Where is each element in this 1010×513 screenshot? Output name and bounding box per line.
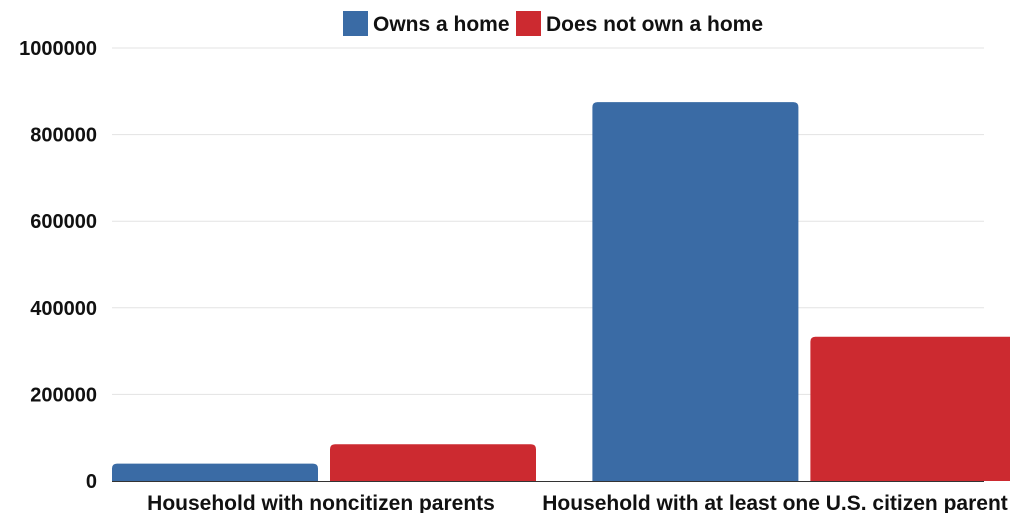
legend-swatch-1 bbox=[516, 11, 541, 36]
legend-swatch-0 bbox=[343, 11, 368, 36]
bar-does-not-own-home-0 bbox=[330, 444, 536, 481]
x-axis-ticks: Household with noncitizen parents Househo… bbox=[147, 492, 1008, 513]
y-tick-label: 400000 bbox=[30, 298, 97, 320]
legend-label-0: Owns a home bbox=[373, 13, 510, 36]
bar-does-not-own-home-1 bbox=[810, 336, 1010, 481]
bar-owns-home-1 bbox=[592, 102, 799, 481]
legend: Owns a home Does not own a home bbox=[343, 11, 763, 36]
bars bbox=[112, 102, 1010, 481]
x-tick-label: Household with at least one U.S. citizen… bbox=[542, 492, 1008, 513]
bar-owns-home-0 bbox=[112, 463, 318, 481]
y-axis-ticks: 0 200000 400000 600000 800000 1000000 bbox=[19, 38, 97, 493]
legend-label-1: Does not own a home bbox=[546, 13, 763, 36]
y-tick-label: 600000 bbox=[30, 211, 97, 233]
y-tick-label: 1000000 bbox=[19, 38, 97, 60]
y-tick-label: 0 bbox=[86, 471, 97, 493]
x-tick-label: Household with noncitizen parents bbox=[147, 492, 495, 513]
y-tick-label: 200000 bbox=[30, 384, 97, 406]
y-tick-label: 800000 bbox=[30, 125, 97, 147]
